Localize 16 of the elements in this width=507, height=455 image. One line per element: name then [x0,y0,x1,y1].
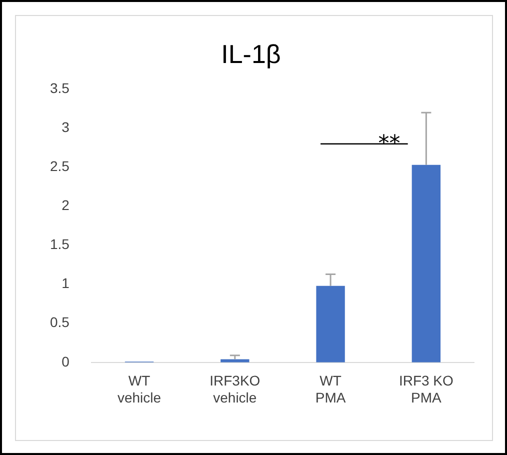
x-tick-label: IRF3 KO PMA [398,372,454,406]
bar [412,164,441,362]
y-tick-label: 1 [62,275,70,292]
y-tick-label: 0.5 [50,314,70,330]
chart-title: IL-1β [221,38,281,69]
x-tick-label: IRF3KO vehicle [210,372,260,406]
y-tick-label: 3 [62,119,70,136]
y-tick-label: 2.5 [50,158,70,174]
annotation: ** [378,132,400,157]
x-tick-label: WT PMA [315,372,346,406]
y-tick-label: 1.5 [50,236,70,252]
y-tick-label: 3.5 [50,80,70,96]
bar [316,286,345,362]
y-tick-label: 0 [62,353,70,370]
x-tick-label: WT vehicle [117,372,162,406]
y-tick-label: 2 [62,197,70,214]
